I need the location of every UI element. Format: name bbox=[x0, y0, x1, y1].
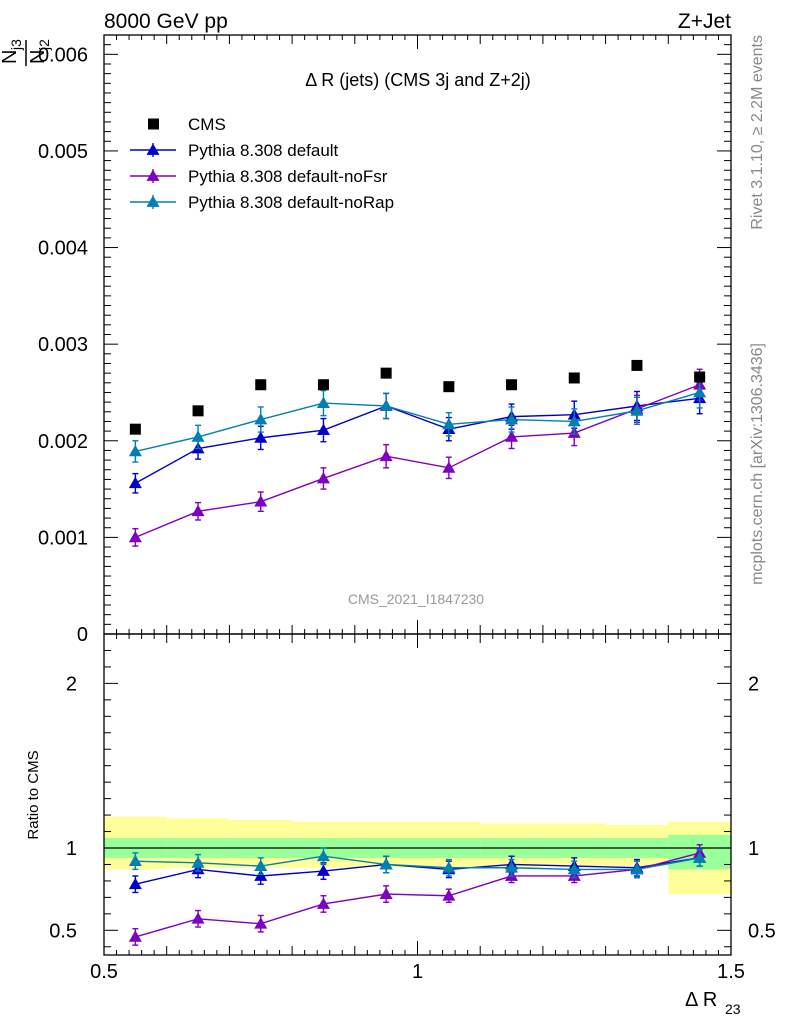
ratio-1-point bbox=[379, 887, 393, 899]
series-line-1 bbox=[135, 384, 700, 539]
ratio-frame bbox=[103, 633, 732, 956]
ratio-tick-label-right: 0.5 bbox=[748, 920, 776, 942]
series-2-point bbox=[693, 385, 707, 398]
mcplots-label: mcplots.cern.ch [arXiv:1306.3436] bbox=[749, 343, 766, 585]
rivet-label: Rivet 3.1.10, ≥ 2.2M events bbox=[749, 35, 766, 230]
ratio-tick-label-left: 2 bbox=[66, 673, 77, 695]
ratio-1-point bbox=[254, 917, 268, 929]
header-left: 8000 GeV pp bbox=[104, 10, 228, 33]
ylabel-top-sub: j3 bbox=[8, 39, 24, 51]
legend-marker-2 bbox=[146, 195, 160, 207]
ratio-2-point bbox=[505, 861, 519, 873]
analysis-watermark: CMS_2021_I1847230 bbox=[348, 591, 484, 607]
legend-cms-label: CMS bbox=[188, 115, 226, 134]
series-0-point bbox=[316, 423, 330, 436]
ratio-0-point bbox=[316, 864, 330, 876]
cms-point bbox=[129, 423, 141, 435]
ratio-line-0 bbox=[135, 857, 700, 885]
ratio-panel: 0.5 1 1.50.5 0.51 12 2 bbox=[49, 633, 776, 983]
ratio-tick-label-left: 1 bbox=[66, 838, 77, 860]
legend-label-0: Pythia 8.308 default bbox=[188, 141, 339, 160]
ratio-0-point bbox=[128, 877, 142, 890]
cms-point bbox=[443, 381, 455, 393]
cms-point bbox=[568, 372, 580, 384]
cms-point bbox=[631, 359, 643, 371]
main-panel: 0 0.001 0.002 0.003 0.004 0.005 0.006 bbox=[38, 34, 732, 955]
x-tick-label: 1.5 bbox=[717, 961, 745, 983]
ylabel-bottom: N bbox=[27, 50, 49, 64]
x-axis-label: Δ R 23 bbox=[685, 989, 741, 1017]
ratio-1-point bbox=[442, 889, 456, 901]
ratio-2-point bbox=[128, 854, 142, 867]
ratio-2-point bbox=[630, 862, 644, 875]
legend-cms-marker bbox=[148, 118, 159, 130]
series-1-point bbox=[254, 495, 268, 507]
main-ylabel: N j3 N j2 bbox=[0, 39, 52, 66]
ratio-1-point bbox=[316, 897, 330, 909]
x-tick-label: 1 bbox=[412, 961, 423, 983]
series-2-point bbox=[567, 414, 581, 427]
y-tick-label: 0.005 bbox=[38, 141, 88, 163]
cms-point bbox=[317, 379, 329, 391]
series-2-point bbox=[191, 430, 205, 442]
series-2-point bbox=[379, 399, 393, 411]
ylabel-bottom-sub: j2 bbox=[36, 39, 52, 51]
y-tick-label: 0.002 bbox=[38, 431, 88, 453]
series-line-0 bbox=[135, 397, 700, 484]
series-line-2 bbox=[135, 391, 700, 453]
series-1-point bbox=[191, 504, 205, 517]
chart-title: Δ R (jets) (CMS 3j and Z+2j) bbox=[305, 70, 531, 90]
series-2-point bbox=[630, 404, 644, 416]
ratio-1-point bbox=[128, 930, 142, 942]
xlabel-sub: 23 bbox=[725, 1001, 741, 1017]
ylabel-top: N bbox=[0, 50, 21, 64]
series-2-point bbox=[505, 413, 519, 425]
cms-point bbox=[255, 379, 267, 391]
ratio-2-point bbox=[567, 862, 581, 875]
y-tick-label: 0.001 bbox=[38, 527, 88, 549]
series-1-point bbox=[316, 471, 330, 484]
series-2-point bbox=[442, 417, 456, 430]
series-1-point bbox=[442, 461, 456, 473]
legend-marker-1 bbox=[146, 169, 160, 181]
ratio-2-point bbox=[191, 856, 205, 868]
series-1-point bbox=[128, 530, 142, 543]
ratio-2-point bbox=[379, 857, 393, 870]
cms-point bbox=[506, 379, 518, 391]
series-2-point bbox=[128, 444, 142, 457]
series-1-point bbox=[505, 430, 519, 442]
cms-point bbox=[192, 405, 204, 417]
y-tick-label: 0.006 bbox=[38, 44, 88, 66]
ratio-tick-label-right: 1 bbox=[748, 838, 759, 860]
x-tick-label: 0.5 bbox=[90, 961, 118, 983]
series-1-point bbox=[379, 449, 393, 462]
ratio-1-point bbox=[191, 912, 205, 924]
legend-label-2: Pythia 8.308 default-noRap bbox=[188, 193, 394, 212]
ratio-line-2 bbox=[135, 855, 700, 871]
ratio-tick-label-left: 0.5 bbox=[49, 920, 77, 942]
ratio-2-point bbox=[693, 851, 707, 863]
series-0-point bbox=[254, 431, 268, 443]
y-tick-label: 0.003 bbox=[38, 334, 88, 356]
series-2-point bbox=[316, 396, 330, 408]
cms-point bbox=[694, 371, 706, 383]
series-0-point bbox=[128, 476, 142, 489]
ratio-ylabel: Ratio to CMS bbox=[25, 750, 42, 839]
legend-label-1: Pythia 8.308 default-noFsr bbox=[188, 167, 388, 186]
ratio-2-point bbox=[316, 849, 330, 862]
ratio-line-1 bbox=[135, 852, 700, 938]
legend: CMS Pythia 8.308 default Pythia 8.308 defa… bbox=[130, 115, 394, 212]
legend-marker-0 bbox=[146, 143, 160, 155]
ratio-0-point bbox=[254, 869, 268, 881]
cms-point bbox=[380, 367, 392, 379]
series-2-point bbox=[254, 413, 268, 425]
xlabel-main: Δ R bbox=[685, 989, 717, 1011]
y-tick-label: 0.004 bbox=[38, 238, 88, 260]
ratio-2-point bbox=[254, 859, 268, 871]
ratio-2-point bbox=[442, 861, 456, 873]
ratio-tick-label-right: 2 bbox=[748, 673, 759, 695]
header-right: Z+Jet bbox=[678, 10, 731, 33]
y-tick-label: 0 bbox=[77, 624, 88, 646]
